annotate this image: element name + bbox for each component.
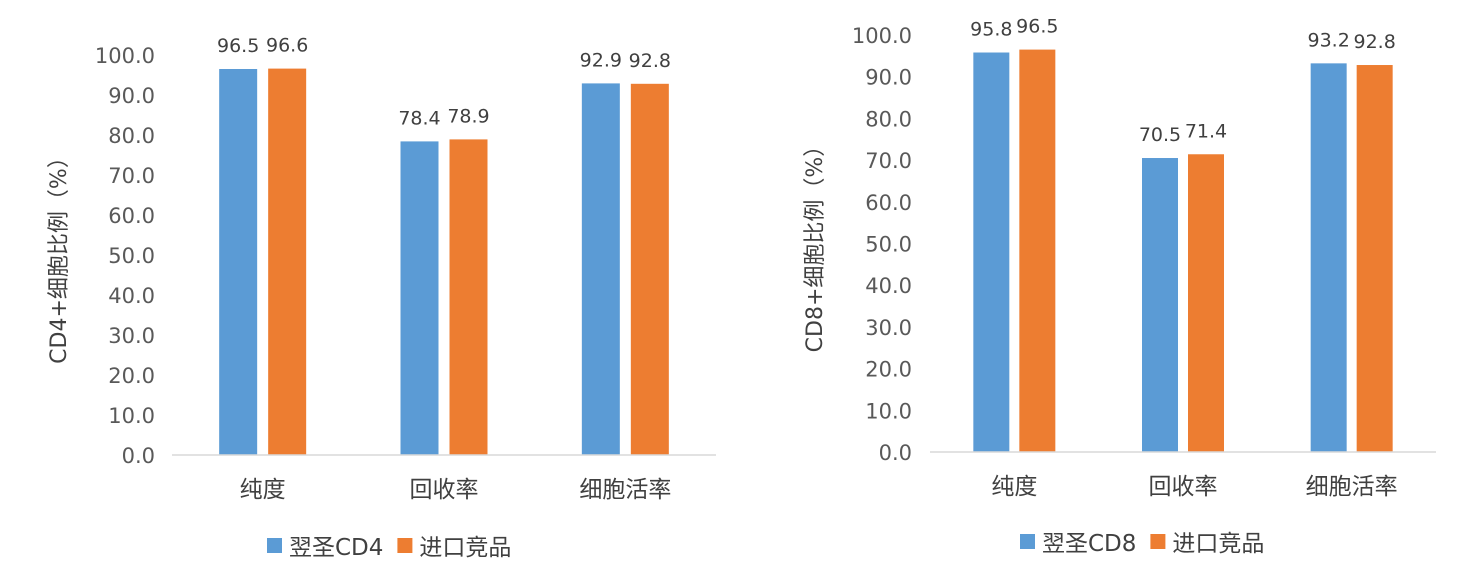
data-label: 93.2: [1308, 29, 1350, 51]
y-tick-label: 40.0: [865, 274, 912, 298]
y-tick-label: 20.0: [865, 358, 912, 382]
data-label: 92.8: [1354, 31, 1396, 53]
x-category-label: 纯度: [240, 477, 286, 503]
y-tick-label: 10.0: [108, 404, 155, 428]
bar: [268, 68, 307, 455]
data-label: 96.5: [217, 35, 259, 57]
y-tick-label: 50.0: [865, 233, 912, 257]
y-tick-label: 0.0: [122, 444, 155, 468]
bar: [1142, 158, 1178, 452]
y-tick-label: 30.0: [108, 324, 155, 348]
bar: [1310, 63, 1347, 453]
data-label: 78.9: [447, 105, 489, 127]
y-tick-label: 10.0: [865, 399, 912, 423]
legend-label: 进口竞品: [419, 535, 511, 561]
legend-swatch: [1020, 534, 1035, 549]
y-tick-label: 20.0: [108, 364, 155, 388]
x-category-label: 细胞活率: [1306, 474, 1398, 500]
y-tick-label: 80.0: [108, 124, 155, 148]
y-tick-label: 40.0: [108, 284, 155, 308]
bar: [449, 139, 488, 455]
y-tick-label: 30.0: [865, 316, 912, 340]
bar: [581, 83, 620, 456]
y-tick-label: 70.0: [108, 164, 155, 188]
bar: [219, 69, 258, 455]
legend-label: 翌圣CD8: [1042, 531, 1136, 557]
y-tick-label: 0.0: [879, 441, 912, 465]
bar: [400, 141, 439, 455]
bar: [630, 83, 669, 456]
y-tick-label: 90.0: [108, 84, 155, 108]
data-label: 70.5: [1139, 124, 1181, 146]
bar: [1019, 49, 1056, 452]
bar: [1356, 65, 1393, 453]
data-label: 96.5: [1016, 16, 1058, 38]
x-category-label: 纯度: [991, 474, 1037, 500]
legend-label: 进口竞品: [1172, 531, 1264, 557]
x-category-label: 回收率: [410, 477, 479, 503]
y-tick-label: 50.0: [108, 244, 155, 268]
legend-swatch: [397, 538, 413, 553]
y-tick-label: 80.0: [865, 107, 912, 131]
data-label: 71.4: [1185, 120, 1227, 142]
y-axis-label: CD4+细胞比例（%）: [47, 146, 72, 364]
data-label: 92.8: [629, 50, 671, 72]
y-tick-label: 100.0: [852, 24, 912, 48]
data-label: 96.6: [266, 35, 308, 57]
y-tick-label: 90.0: [865, 66, 912, 90]
x-category-label: 细胞活率: [579, 477, 671, 503]
legend-label: 翌圣CD4: [289, 535, 383, 561]
y-tick-label: 100.0: [95, 44, 155, 68]
y-tick-label: 60.0: [865, 191, 912, 215]
data-label: 78.4: [398, 107, 440, 129]
y-tick-label: 60.0: [108, 204, 155, 228]
legend-swatch: [267, 538, 282, 553]
y-tick-label: 70.0: [865, 149, 912, 173]
bar: [973, 52, 1010, 452]
data-label: 95.8: [970, 19, 1012, 41]
y-axis-label: CD8+细胞比例（%）: [803, 135, 828, 353]
data-label: 92.9: [580, 49, 622, 71]
legend-swatch: [1150, 534, 1166, 549]
bar: [1188, 154, 1224, 452]
x-category-label: 回收率: [1149, 474, 1218, 500]
